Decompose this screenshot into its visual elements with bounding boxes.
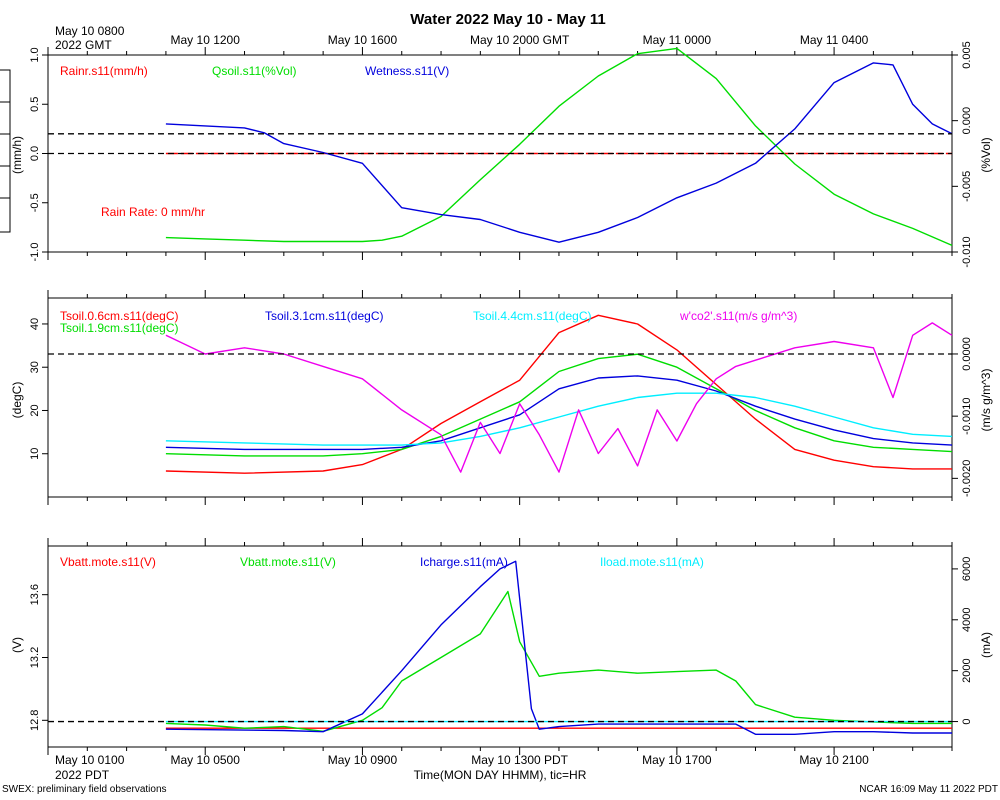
legend-wco2: w'co2'.s11(m/s g/m^3) xyxy=(679,309,797,323)
bottom-tick-label: May 10 2100 xyxy=(799,753,869,767)
legend-wetness: Wetness.s11(V) xyxy=(365,64,449,78)
y-tick-label-right: -0.005 xyxy=(961,171,973,202)
series-line xyxy=(165,353,953,457)
y-tick-label-left: -1.0 xyxy=(29,243,41,262)
y-tick-label-left: 40 xyxy=(29,318,41,330)
series-line xyxy=(165,392,953,446)
y-tick-label-left: 20 xyxy=(29,404,41,416)
y-tick-label-right: 0 xyxy=(961,718,973,724)
soil-ylabel-left: (degC) xyxy=(10,382,24,419)
y-tick-label-right: 2000 xyxy=(961,658,973,682)
bottom-tick-labels: May 10 0500 May 10 0900 May 10 1300 PDT May… xyxy=(171,753,870,767)
legend-tsoil-44: Tsoil.4.4cm.s11(degC) xyxy=(473,309,592,323)
power-panel: 12.8 13.2 13.6 0 2000 4000 6000 xyxy=(29,538,973,755)
legend-vbatt-red: Vbatt.mote.s11(V) xyxy=(60,555,156,569)
bottom-corner-label-1: May 10 0100 xyxy=(55,753,125,767)
y-tick-label-left: 30 xyxy=(29,361,41,373)
series-line xyxy=(165,62,953,243)
top-corner-label-2: 2022 GMT xyxy=(55,38,112,52)
top-tick-labels: May 10 1200 May 10 1600 May 10 2000 GMT May… xyxy=(171,33,869,47)
footer-right: NCAR 16:09 May 11 2022 PDT xyxy=(859,784,998,795)
bottom-tick-label: May 10 1700 xyxy=(642,753,712,767)
series-line xyxy=(165,560,952,735)
top-tick-label: May 11 0400 xyxy=(800,33,869,47)
legend-rainr: Rainr.s11(mm/h) xyxy=(60,64,148,78)
figure-title: Water 2022 May 10 - May 11 xyxy=(410,11,605,28)
y-tick-label-left: 0.0 xyxy=(29,146,41,161)
series-line xyxy=(165,322,953,473)
y-tick-label-left: 13.6 xyxy=(29,584,41,605)
footer-left: SWEX: preliminary field observations xyxy=(2,784,167,795)
bottom-tick-label: May 10 0900 xyxy=(328,753,398,767)
soil-panel-labels: Tsoil.0.6cm.s11(degC) Tsoil.1.9cm.s11(de… xyxy=(10,309,993,431)
power-panel-labels: Vbatt.mote.s11(V) Vbatt.mote.s11(V) Icha… xyxy=(10,555,993,658)
legend-icharge: Icharge.s11(mA) xyxy=(420,555,508,569)
series-line xyxy=(165,47,953,247)
series-line xyxy=(165,314,952,474)
y-tick-label-right: 0.005 xyxy=(961,41,973,69)
legend-qsoil: Qsoil.s11(%Vol) xyxy=(212,64,296,78)
top-tick-label: May 11 0000 xyxy=(643,33,712,47)
y-tick-label-left: 13.2 xyxy=(29,647,41,668)
legend-iload: Iload.mote.s11(mA) xyxy=(600,555,704,569)
y-tick-label-right: 6000 xyxy=(961,557,973,581)
y-tick-label-right: -0.010 xyxy=(961,236,973,267)
y-tick-label-right: 4000 xyxy=(961,608,973,632)
legend-tsoil-31: Tsoil.3.1cm.s11(degC) xyxy=(265,309,384,323)
series-line xyxy=(165,375,953,451)
top-tick-label: May 10 2000 GMT xyxy=(470,33,570,47)
y-tick-label-left: 1.0 xyxy=(29,47,41,62)
water-panel: -1.0 -0.5 0.0 0.5 1.0 -0.010 -0.005 0.000 0.005 xyxy=(29,41,973,267)
bottom-corner-label-2: 2022 PDT xyxy=(55,768,110,782)
y-tick-label-left: 0.5 xyxy=(29,97,41,112)
y-tick-label-right: 0.000 xyxy=(961,107,973,135)
top-corner-label-1: May 10 0800 xyxy=(55,24,125,38)
series-line xyxy=(165,590,952,732)
soil-ylabel-right: (m/s g/m^3) xyxy=(979,369,993,432)
water-panel-labels: Rainr.s11(mm/h) Qsoil.s11(%Vol) Wetness.… xyxy=(10,64,993,219)
legend-tsoil-19: Tsoil.1.9cm.s11(degC) xyxy=(60,321,179,335)
water-ylabel-right: (%Vol) xyxy=(979,137,993,172)
bottom-tick-label: May 10 0500 xyxy=(171,753,241,767)
top-tick-label: May 10 1200 xyxy=(171,33,241,47)
legend-tsoil-06: Tsoil.0.6cm.s11(degC) xyxy=(60,309,179,323)
y-tick-label-left: 12.8 xyxy=(29,710,41,731)
y-tick-label-left: 10 xyxy=(29,448,41,460)
y-tick-label-right: -0.0020 xyxy=(961,460,973,497)
y-tick-label-right: 0.0000 xyxy=(961,337,973,371)
water-ylabel-left: (mm/h) xyxy=(10,136,24,174)
soil-temperature-panel: 10 20 30 40 -0.0020 -0.0010 0.0000 xyxy=(29,290,973,505)
rain-rate-annotation: Rain Rate: 0 mm/hr xyxy=(101,205,205,219)
y-tick-label-right: -0.0010 xyxy=(961,398,973,435)
plot-frame xyxy=(47,545,953,748)
plot-frame xyxy=(47,297,953,498)
left-edge-key xyxy=(0,69,11,233)
power-ylabel-left: (V) xyxy=(10,637,24,653)
y-tick-label-left: -0.5 xyxy=(29,193,41,212)
x-axis-title: Time(MON DAY HHMM), tic=HR xyxy=(414,768,587,782)
top-tick-label: May 10 1600 xyxy=(328,33,398,47)
power-ylabel-right: (mA) xyxy=(979,632,993,658)
legend-vbatt-green: Vbatt.mote.s11(V) xyxy=(240,555,336,569)
bottom-tick-label: May 10 1300 PDT xyxy=(471,753,568,767)
